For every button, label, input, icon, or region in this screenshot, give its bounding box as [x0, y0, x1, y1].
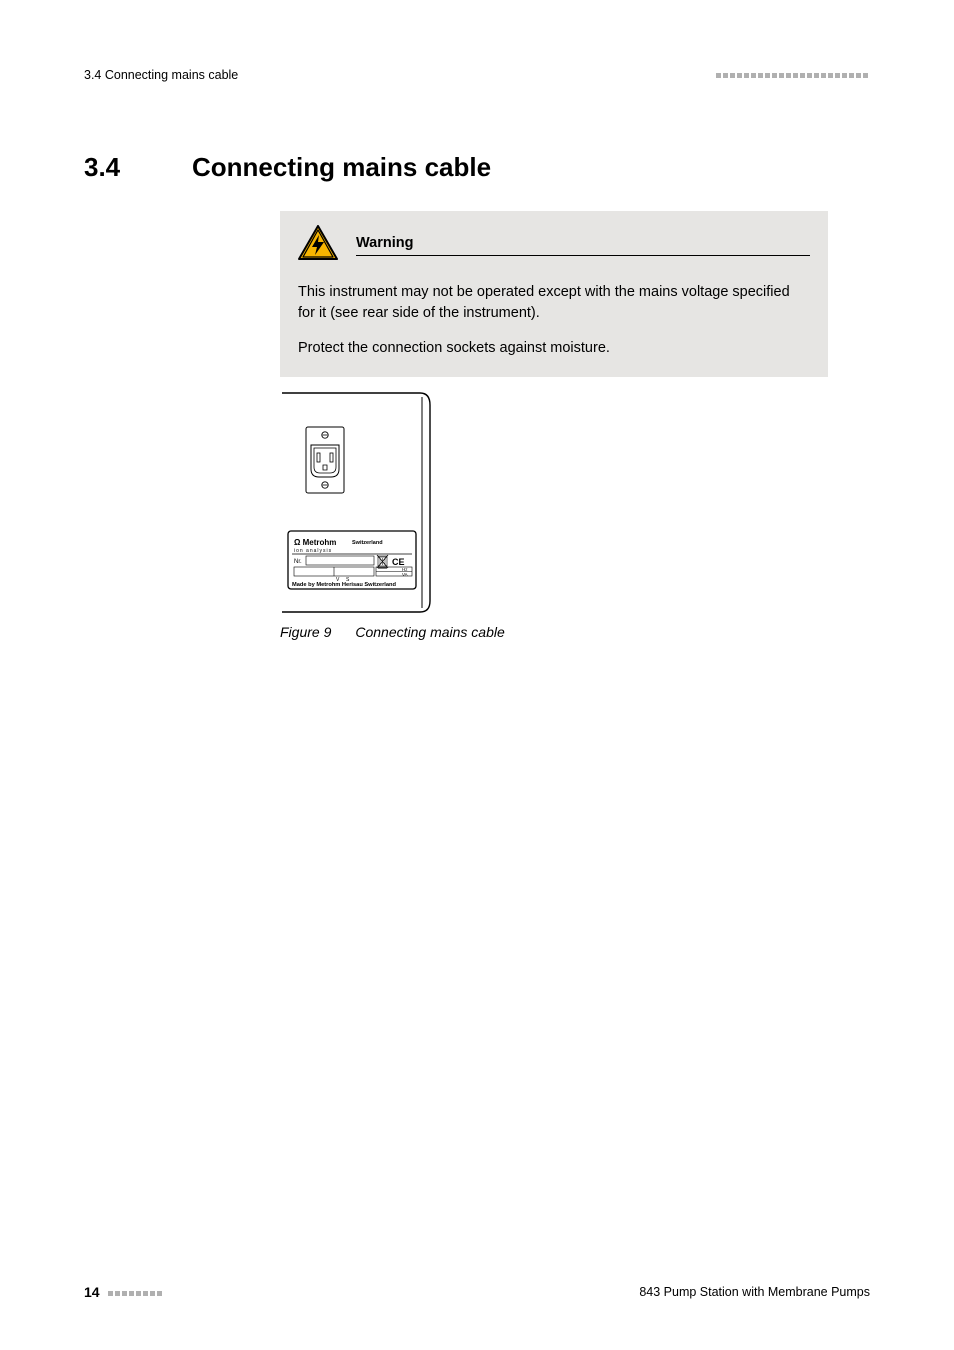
warning-title: Warning [356, 235, 810, 256]
figure-number: Figure 9 [280, 624, 331, 640]
document-page: 3.4 Connecting mains cable 3.4Connecting… [0, 0, 954, 1350]
header-ornament [716, 68, 870, 82]
section-title-text: Connecting mains cable [192, 152, 491, 182]
footer-left: 14 [84, 1284, 164, 1300]
figure: Ω Metrohm Switzerland ion analysis Nr. [280, 391, 828, 640]
electrical-warning-icon [298, 225, 338, 266]
figure-caption-text: Connecting mains cable [355, 624, 504, 640]
label-country: Switzerland [352, 540, 383, 546]
ce-mark: CE [392, 557, 405, 567]
label-division: ion analysis [294, 548, 332, 554]
footer-ornament [108, 1286, 164, 1300]
page-number: 14 [84, 1284, 100, 1300]
label-made-by: Made by Metrohm Herisau Switzerland [292, 582, 397, 588]
content-column: Warning This instrument may not be opera… [280, 211, 828, 640]
header-section-ref: 3.4 Connecting mains cable [84, 68, 238, 82]
warning-body: This instrument may not be operated exce… [298, 282, 810, 359]
mains-cable-diagram: Ω Metrohm Switzerland ion analysis Nr. [280, 391, 432, 614]
warning-paragraph: This instrument may not be operated exce… [298, 282, 810, 324]
page-footer: 14 843 Pump Station with Membrane Pumps [84, 1284, 870, 1300]
page-header: 3.4 Connecting mains cable [84, 68, 870, 82]
label-brand: Ω Metrohm [294, 538, 336, 547]
footer-doc-title: 843 Pump Station with Membrane Pumps [639, 1285, 870, 1299]
warning-callout: Warning This instrument may not be opera… [280, 211, 828, 377]
warning-paragraph: Protect the connection sockets against m… [298, 338, 810, 359]
label-va: VA [402, 572, 408, 577]
section-heading: 3.4Connecting mains cable [84, 152, 870, 183]
warning-header: Warning [298, 225, 810, 266]
figure-caption: Figure 9 Connecting mains cable [280, 624, 828, 640]
section-number: 3.4 [84, 152, 192, 183]
label-nr: Nr. [294, 559, 302, 565]
